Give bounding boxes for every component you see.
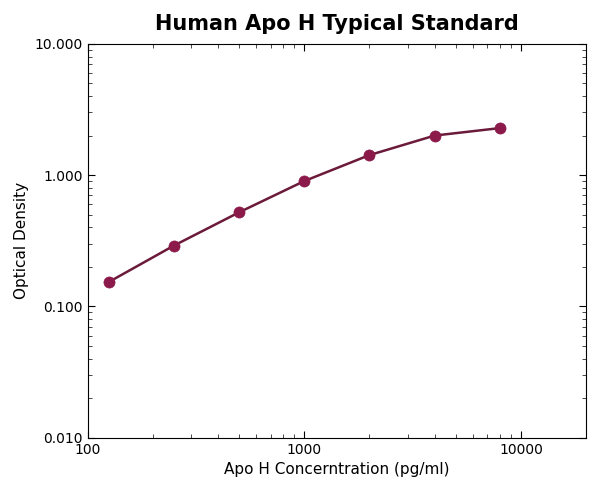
X-axis label: Apo H Concerntration (pg/ml): Apo H Concerntration (pg/ml) xyxy=(224,462,449,477)
Y-axis label: Optical Density: Optical Density xyxy=(14,182,29,300)
Title: Human Apo H Typical Standard: Human Apo H Typical Standard xyxy=(155,14,519,34)
